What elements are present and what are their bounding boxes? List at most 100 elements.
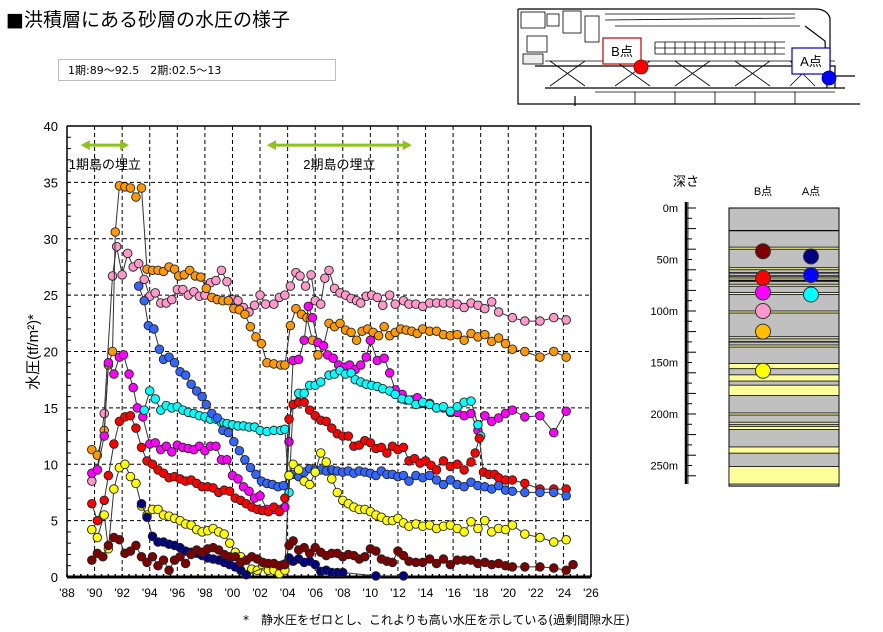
data-point xyxy=(299,397,309,407)
data-point xyxy=(144,386,155,396)
b-point-label-box xyxy=(602,37,642,65)
data-point xyxy=(128,382,138,393)
data-point xyxy=(398,550,409,561)
data-point xyxy=(87,498,97,509)
data-point xyxy=(520,316,530,326)
data-point xyxy=(520,562,530,572)
data-point xyxy=(150,438,161,448)
data-point xyxy=(315,448,326,458)
data-point xyxy=(111,241,122,252)
data-point xyxy=(424,554,435,564)
data-point xyxy=(201,283,212,294)
data-point xyxy=(452,401,462,412)
b-depth-marker xyxy=(755,284,771,301)
data-point xyxy=(150,394,161,404)
data-point xyxy=(293,465,304,475)
data-point xyxy=(304,479,315,490)
data-point xyxy=(240,309,250,320)
y-tick-label: 30 xyxy=(44,232,58,247)
data-point xyxy=(197,391,207,402)
reclamation-period-label: 2期島の埋立 xyxy=(303,157,375,172)
page-title: ■洪積層にある砂層の水圧の様子 xyxy=(6,9,290,31)
data-point xyxy=(131,540,141,551)
data-point xyxy=(178,284,188,295)
data-point xyxy=(293,354,304,365)
data-point xyxy=(295,271,305,281)
data-point xyxy=(230,551,240,562)
data-point xyxy=(136,498,147,509)
data-point xyxy=(473,420,483,430)
x-tick-label: '96 xyxy=(169,586,185,600)
data-point xyxy=(445,406,456,417)
data-point xyxy=(520,487,530,498)
b-depth-marker xyxy=(755,323,771,340)
data-point xyxy=(315,377,326,387)
data-point xyxy=(438,479,449,490)
data-point xyxy=(466,408,476,419)
data-point xyxy=(535,411,545,421)
data-point xyxy=(507,344,518,354)
data-point xyxy=(493,333,504,343)
x-tick-label: '98 xyxy=(197,586,213,600)
data-point xyxy=(473,523,483,534)
x-tick-label: '04 xyxy=(280,586,296,600)
depth-tick-label: 0m xyxy=(663,203,678,215)
data-point xyxy=(343,431,354,441)
a-point-label: A点 xyxy=(800,54,822,69)
depth-title: 深さ xyxy=(673,174,699,189)
data-point xyxy=(452,459,462,470)
x-tick-label: '18 xyxy=(473,586,489,600)
data-point xyxy=(110,227,121,237)
data-point xyxy=(285,320,296,331)
data-point xyxy=(131,423,141,433)
data-point xyxy=(117,270,127,280)
a-point-marker xyxy=(821,70,837,86)
data-point xyxy=(300,281,311,291)
data-point xyxy=(459,482,469,492)
data-point xyxy=(470,448,480,458)
data-point xyxy=(318,341,329,351)
data-point xyxy=(306,270,316,280)
data-point xyxy=(87,524,97,535)
data-point xyxy=(133,258,144,269)
data-point xyxy=(346,368,356,378)
data-point xyxy=(387,557,398,568)
data-point xyxy=(139,274,149,285)
data-point xyxy=(211,275,221,286)
data-point xyxy=(149,324,159,334)
depth-tick-label: 100m xyxy=(650,306,678,318)
data-point xyxy=(99,495,109,506)
data-point xyxy=(280,360,290,370)
data-point xyxy=(493,480,504,491)
depth-tick-label: 250m xyxy=(650,461,678,473)
data-point xyxy=(245,462,256,473)
data-point xyxy=(87,444,97,455)
data-point xyxy=(304,405,315,415)
data-point xyxy=(191,386,202,396)
b-depth-marker xyxy=(755,243,771,260)
data-point xyxy=(233,296,243,306)
data-point xyxy=(260,299,271,309)
y-tick-label: 0 xyxy=(51,570,58,585)
data-point xyxy=(118,350,129,360)
data-point xyxy=(459,335,469,345)
data-point xyxy=(125,471,136,482)
data-point xyxy=(139,296,149,306)
data-point xyxy=(507,520,518,530)
x-tick-label: '90 xyxy=(87,586,103,600)
data-point xyxy=(535,487,545,498)
data-point xyxy=(99,510,109,520)
chart-axes: '88 '90 '92 '94 '96 '98 '00 '02 '04 '06 '08 '10 '12 '… xyxy=(44,119,600,600)
data-point xyxy=(139,405,149,415)
data-point xyxy=(390,389,400,400)
data-point xyxy=(284,470,294,481)
data-point xyxy=(303,301,314,312)
data-point xyxy=(251,332,261,342)
data-point xyxy=(133,281,144,291)
data-series xyxy=(87,181,571,460)
data-point xyxy=(147,531,158,542)
data-point xyxy=(131,192,141,202)
data-point xyxy=(549,427,559,438)
data-point xyxy=(561,535,571,545)
data-point xyxy=(351,335,362,345)
